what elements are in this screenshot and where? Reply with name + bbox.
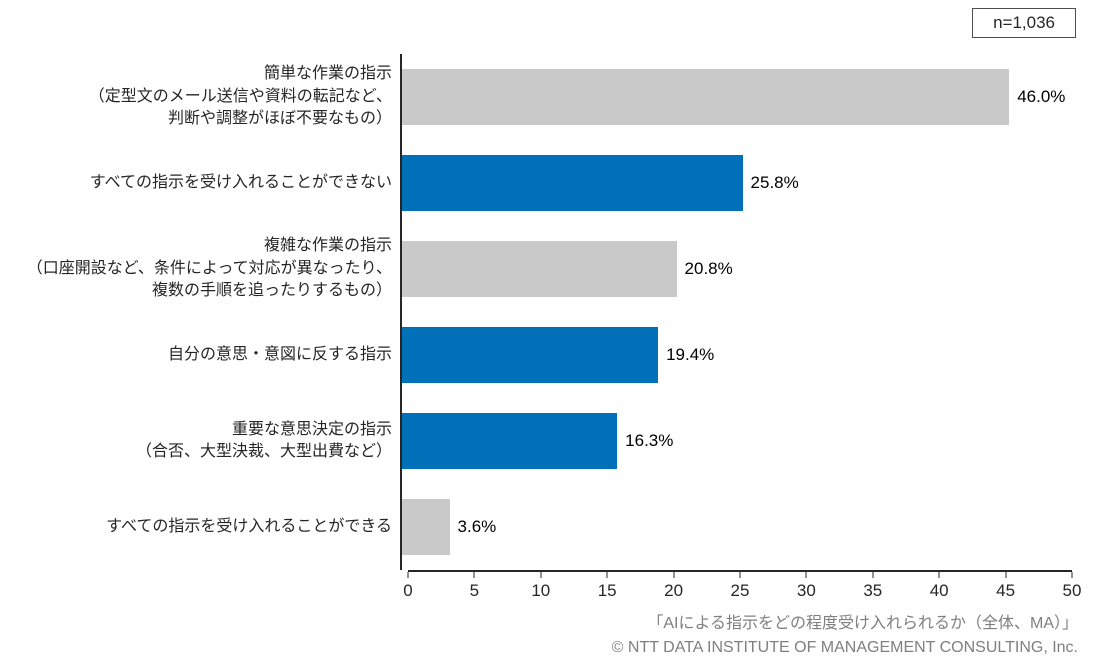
category-label: すべての指示を受け入れることができない bbox=[89, 173, 392, 191]
axis-tick-label: 15 bbox=[597, 581, 617, 600]
axis-tick-label: 5 bbox=[469, 581, 480, 600]
bar-track: 46.0% bbox=[400, 54, 1066, 140]
source-caption: 「AIによる指示をどの程度受け入れられるか（全体、MA）」 bbox=[647, 615, 1078, 632]
chart-footer: 「AIによる指示をどの程度受け入れられるか（全体、MA）」 © NTT DATA… bbox=[612, 612, 1078, 660]
axis-tick bbox=[473, 572, 475, 578]
axis-tick bbox=[805, 572, 807, 578]
sample-size-label: n=1,036 bbox=[993, 13, 1055, 32]
category-label: すべての指示を受け入れることができる bbox=[106, 517, 392, 535]
bar-track: 20.8% bbox=[400, 226, 1062, 312]
axis-tick-label: 35 bbox=[863, 581, 883, 600]
sample-size-box: n=1,036 bbox=[972, 8, 1076, 38]
category-label: 自分の意思・意図に反する指示 bbox=[167, 345, 392, 363]
axis-tick bbox=[606, 572, 608, 578]
axis-tick-label: 20 bbox=[664, 581, 684, 600]
value-label: 16.3% bbox=[625, 431, 674, 450]
value-label: 46.0% bbox=[1017, 87, 1066, 106]
copyright-line: © NTT DATA INSTITUTE OF MANAGEMENT CONSU… bbox=[611, 639, 1078, 656]
value-label: 3.6% bbox=[457, 517, 497, 536]
bar-row: すべての指示を受け入れることができない 25.8% bbox=[8, 140, 1072, 226]
axis-tick bbox=[673, 572, 675, 578]
bar-row: 簡単な作業の指示 （定型文のメール送信や資料の転記など、 判断や調整がほぼ不要なもの… bbox=[8, 54, 1072, 140]
bar-track: 3.6% bbox=[400, 484, 1062, 570]
bar bbox=[402, 499, 450, 555]
axis-tick-label: 30 bbox=[796, 581, 816, 600]
axis-tick bbox=[739, 572, 741, 578]
axis-tick-label: 0 bbox=[403, 581, 413, 600]
bar-row: 自分の意思・意図に反する指示 19.4% bbox=[8, 312, 1072, 398]
axis-tick bbox=[1071, 572, 1073, 578]
bar-track: 16.3% bbox=[400, 398, 1062, 484]
category-label: 簡単な作業の指示 （定型文のメール送信や資料の転記など、 判断や調整がほぼ不要なもの… bbox=[88, 65, 392, 128]
axis-tick bbox=[938, 572, 940, 578]
bar bbox=[402, 69, 1010, 125]
bar-chart: 簡単な作業の指示 （定型文のメール送信や資料の転記など、 判断や調整がほぼ不要なもの… bbox=[8, 54, 1081, 606]
bar-track: 19.4% bbox=[400, 312, 1062, 398]
category-label: 重要な意思決定の指示 （合否、大型決裁、大型出費など） bbox=[135, 420, 392, 460]
axis-tick-label: 25 bbox=[730, 581, 750, 600]
value-label: 20.8% bbox=[684, 259, 733, 278]
axis-tick bbox=[540, 572, 542, 578]
axis-tick-label: 45 bbox=[996, 581, 1016, 600]
bar-row: 重要な意思決定の指示 （合否、大型決裁、大型出費など） 16.3% bbox=[8, 398, 1072, 484]
bar-track: 25.8% bbox=[400, 140, 1062, 226]
axis-tick-label: 40 bbox=[929, 581, 949, 600]
bar bbox=[402, 155, 743, 211]
x-axis: 0 5 10 15 20 25 30 35 40 45 50 bbox=[403, 570, 1081, 606]
axis-tick bbox=[1005, 572, 1007, 578]
value-label: 25.8% bbox=[750, 173, 799, 192]
bar-row: すべての指示を受け入れることができる 3.6% bbox=[8, 484, 1072, 570]
value-label: 19.4% bbox=[666, 345, 715, 364]
category-label: 複雑な作業の指示 （口座開設など、条件によって対応が異なったり、 複数の手順を追った… bbox=[26, 237, 392, 300]
bar-rows: 簡単な作業の指示 （定型文のメール送信や資料の転記など、 判断や調整がほぼ不要なもの… bbox=[8, 54, 1072, 570]
bar-row: 複雑な作業の指示 （口座開設など、条件によって対応が異なったり、 複数の手順を追った… bbox=[8, 226, 1072, 312]
axis-tick-label: 10 bbox=[531, 581, 551, 600]
axis-tick bbox=[407, 572, 409, 578]
axis-tick bbox=[872, 572, 874, 578]
bar bbox=[402, 413, 618, 469]
axis-tick-label: 50 bbox=[1062, 581, 1082, 600]
bar bbox=[402, 241, 677, 297]
bar bbox=[402, 327, 659, 383]
